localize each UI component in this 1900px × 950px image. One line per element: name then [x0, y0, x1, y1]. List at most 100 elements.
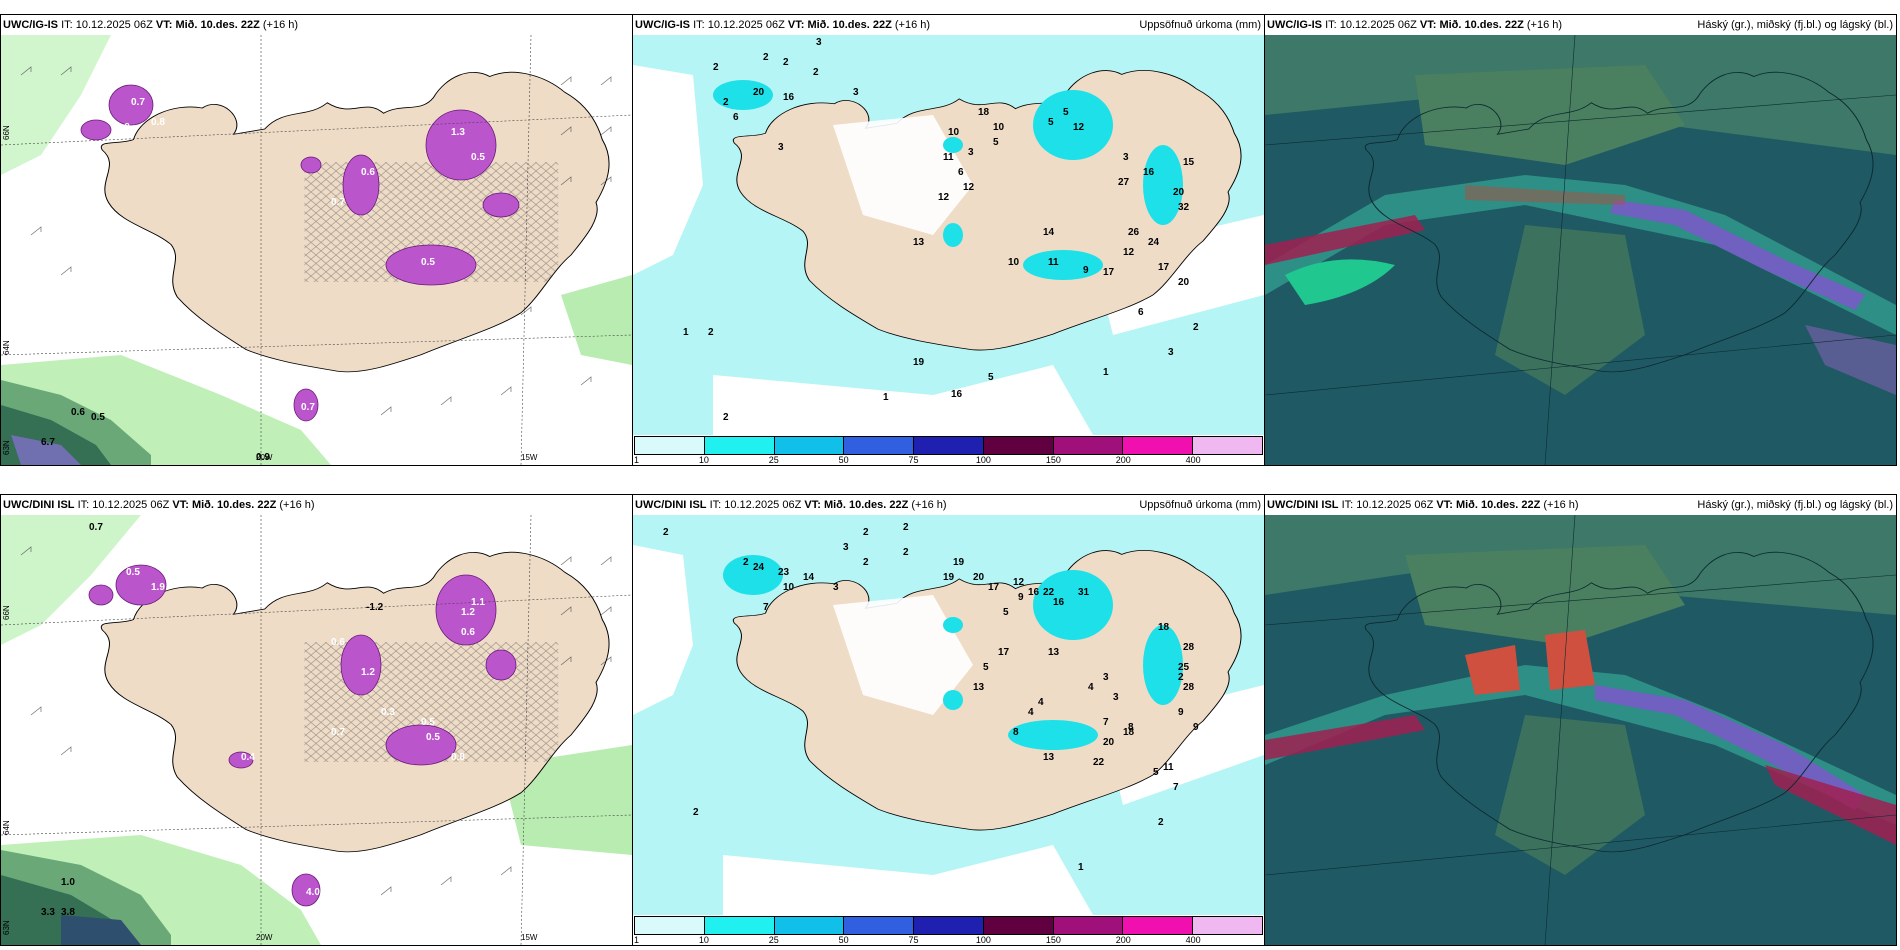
precip-value-label: 13	[973, 682, 985, 693]
precip-value-label: 28	[1183, 682, 1195, 693]
precip-value-label: 19	[943, 572, 955, 583]
wind-value-label: 0.7	[301, 402, 315, 413]
lead-time: (+16 h)	[1543, 499, 1579, 511]
precip-value-label: 11	[1048, 257, 1059, 268]
colorbar-tick: 50	[838, 455, 849, 465]
precip-value-label: 5	[1153, 767, 1159, 778]
it-label: IT:	[693, 19, 705, 31]
precip-value-label: 10	[1008, 257, 1020, 268]
precip-value-label: 1	[1078, 862, 1084, 873]
colorbar-tick: 200	[1115, 935, 1131, 945]
colorbar-tick: 400	[1185, 455, 1201, 465]
vt-label: VT:	[804, 499, 821, 511]
precip-value-label: 6	[1138, 307, 1144, 318]
precip-map[interactable]: 2 2 2 3 2 2 2 24 23 14 10 7 3 19 19 20 17 12 9 5 16 22 16 31 18 2…	[633, 515, 1264, 915]
precip-value-label: 2	[743, 557, 749, 568]
precip-value-label: 16	[1143, 167, 1155, 178]
precip-value-label: 16	[1028, 587, 1040, 598]
precip-value-label: 19	[913, 357, 925, 368]
vt-label: VT:	[155, 19, 173, 31]
panel-header: UWC/DINI ISL IT: 10.12.2025 06Z VT: Mið.…	[633, 495, 1264, 515]
precip-value-label: 3	[778, 142, 784, 153]
colorbar-cell	[635, 917, 705, 934]
vt-label: VT:	[172, 499, 189, 511]
precip-value-label: 5	[988, 372, 994, 383]
precip-value-label: 18	[1123, 727, 1135, 738]
precip-value-label: 16	[783, 92, 795, 103]
wind-value-label: 0.5	[421, 717, 435, 728]
colorbar-tick: 75	[908, 455, 919, 465]
colorbar-tick: 25	[768, 935, 779, 945]
wind-value-label: 0.6	[71, 407, 85, 418]
vt-value: Mið. 10.des. 22Z	[1455, 499, 1541, 511]
lead-time: (+16 h)	[279, 499, 315, 511]
wind-value-label: 0.8	[151, 117, 165, 128]
panel-header: UWC/DINI ISL IT: 10.12.2025 06Z VT: Mið.…	[1, 495, 632, 515]
precip-value-label: 2	[723, 97, 729, 108]
colorbar-cell	[1123, 917, 1194, 934]
colorbar-cell	[914, 437, 984, 454]
colorbar-cell	[774, 917, 845, 934]
wind-map[interactable]: 20W 15W 66N 64N 63N 0.7 0.8 0.9 0.6 0.5 6.7 0.…	[1, 35, 632, 465]
precip-value-label: 12	[963, 182, 975, 193]
precip-value-label: 14	[1043, 227, 1055, 238]
precip-value-label: 1	[883, 392, 889, 403]
wind-value-label: 0.6	[331, 637, 345, 648]
precip-value-label: 6	[958, 167, 964, 178]
it-value: 10.12.2025 06Z	[1356, 499, 1434, 511]
wind-value-label: 3.3	[41, 907, 55, 918]
panel-dini-precip: UWC/DINI ISL IT: 10.12.2025 06Z VT: Mið.…	[632, 494, 1265, 946]
cloud-map[interactable]	[1265, 515, 1896, 945]
it-value: 10.12.2025 06Z	[707, 19, 785, 31]
vt-label: VT:	[1419, 19, 1437, 31]
precip-value-label: 12	[1123, 247, 1135, 258]
colorbar-cell	[1123, 437, 1194, 454]
vt-label: VT:	[787, 19, 805, 31]
precip-value-label: 2	[903, 522, 909, 533]
precip-value-label: 2	[763, 52, 769, 63]
wind-map[interactable]: 20W 15W 66N 64N 63N 0.7 0.5 1.9 1.1 0.6 1.2 0.…	[1, 515, 632, 945]
it-label: IT:	[61, 19, 73, 31]
lat-label-66n: 66N	[2, 125, 11, 140]
colorbar-tick: 1	[634, 935, 640, 945]
panel-header: UWC/DINI ISL IT: 10.12.2025 06Z VT: Mið.…	[1265, 495, 1896, 515]
wind-value-label: 0.5	[91, 412, 105, 423]
precip-value-label: 13	[1043, 752, 1055, 763]
wind-value-label: 1.2	[361, 667, 375, 678]
colorbar-cell	[774, 437, 845, 454]
colorbar-cells	[634, 436, 1263, 455]
precip-map[interactable]: 3 2 2 2 2 20 16 2 6 3 3 10 18 10 5 3 11 6 12 12 5 5 12 3 15 16 20 3…	[633, 35, 1264, 435]
colorbar-tick: 200	[1115, 455, 1131, 465]
precip-value-label: 7	[1173, 782, 1179, 793]
lead-time: (+16 h)	[262, 19, 299, 31]
wind-value-label: 1.1	[471, 597, 485, 608]
lat-label-66n: 66N	[2, 605, 11, 620]
it-label: IT:	[77, 499, 90, 511]
precip-value-label: 12	[938, 192, 950, 203]
precip-value-label: 3	[833, 582, 839, 593]
precip-value-label: 8	[1013, 727, 1019, 738]
precip-value-label: 5	[1063, 107, 1069, 118]
colorbar-tick: 10	[698, 935, 709, 945]
vt-value: Mið. 10.des. 22Z	[191, 499, 277, 511]
precip-value-label: 13	[1048, 647, 1060, 658]
precip-value-label: 2	[693, 807, 699, 818]
wind-value-label: -1.2	[366, 602, 384, 613]
model-name: UWC/DINI ISL	[1267, 499, 1339, 511]
precip-value-label: 2	[813, 67, 819, 78]
precip-value-label: 9	[1193, 722, 1199, 733]
panel-header: UWC/IG-IS IT: 10.12.2025 06Z VT: Mið. 10…	[1265, 15, 1896, 35]
wind-value-label: 3.8	[61, 907, 75, 918]
precip-value-label: 2	[713, 62, 719, 73]
lat-label-64n: 64N	[2, 820, 11, 835]
colorbar-tick: 100	[975, 935, 991, 945]
field-title: Uppsöfnuð úrkoma (mm)	[1139, 19, 1261, 31]
wind-value-label: 0.9	[116, 122, 130, 133]
cloud-map[interactable]	[1265, 35, 1896, 465]
precip-value-label: 3	[968, 147, 974, 158]
colorbar-tick: 1	[634, 455, 640, 465]
it-value: 10.12.2025 06Z	[92, 499, 170, 511]
wind-value-label: 0.4	[241, 752, 255, 763]
model-name: UWC/DINI ISL	[635, 499, 707, 511]
precip-value-label: 3	[1168, 347, 1174, 358]
